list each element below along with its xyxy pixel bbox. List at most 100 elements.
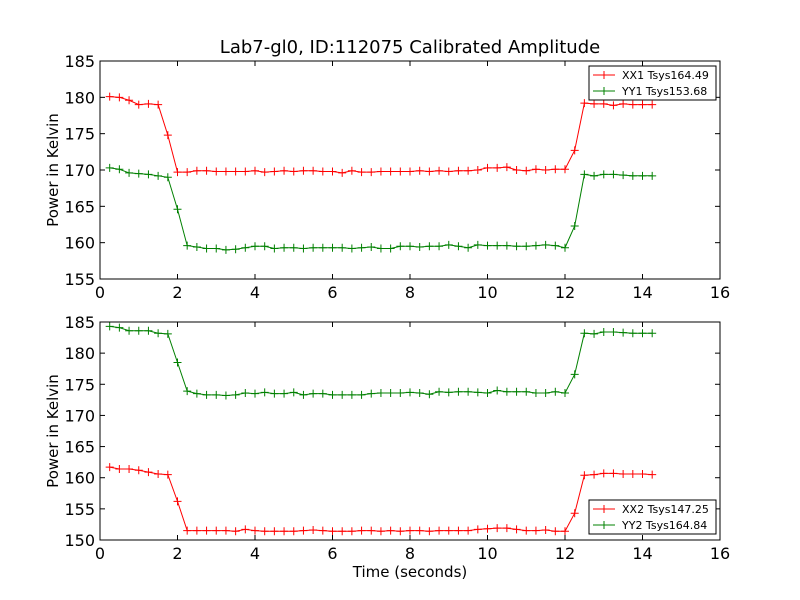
chart-0-series-0-point: [483, 163, 492, 172]
chart-1-x-tick-label: 2: [172, 544, 182, 563]
chart-0-series-0-point: [115, 93, 124, 102]
chart-1-series-0-point: [599, 469, 608, 478]
chart-0-series-1-point: [280, 243, 289, 252]
chart-1-series-1-point: [415, 389, 424, 398]
chart-0-series-0-point: [105, 92, 114, 101]
chart-0-series-1-point: [473, 240, 482, 249]
chart-0-series-1-point: [386, 244, 395, 253]
chart-0-series-1-point: [299, 244, 308, 253]
chart-1-series-0-point: [328, 527, 337, 536]
chart-1-series-0-point: [221, 526, 230, 535]
chart-0-x-tick-label: 6: [327, 283, 337, 302]
chart-1-series-1-point: [454, 387, 463, 396]
chart-0-series-0-point: [357, 168, 366, 177]
chart-1-series-1-point: [367, 389, 376, 398]
chart-0-series-0-point: [251, 166, 259, 175]
chart-1-x-tick-label: 4: [250, 544, 260, 563]
chart-0-series-0-point: [580, 99, 589, 108]
chart-1-y-tick-label: 155: [64, 500, 95, 519]
chart-0-series-0-point: [173, 168, 182, 177]
chart-1-series-1-point: [338, 390, 347, 399]
chart-0-series-0-point: [328, 167, 337, 176]
chart-1-series-1-point: [512, 387, 521, 396]
chart-1-series-1-line: [109, 325, 653, 397]
chart-0-series-1-point: [522, 242, 531, 251]
chart-1-series-1-point: [522, 387, 531, 396]
chart-1-series-0-point: [125, 464, 134, 473]
chart-1-series-0-point: [134, 466, 143, 475]
chart-1-series-1-point: [406, 388, 414, 397]
chart-1-series-1-point: [483, 389, 492, 398]
chart-0-series-0-line: [109, 96, 653, 174]
chart-0-series-0-point: [493, 163, 502, 172]
chart-0-series-0-point: [599, 99, 608, 108]
chart-0-series-1-point: [435, 242, 444, 251]
chart-0-legend-label: YY1 Tsys153.68: [621, 85, 707, 98]
chart-1-series-0-point: [367, 526, 376, 535]
chart-1-y-tick-label: 180: [64, 344, 95, 363]
chart-0-series-0-point: [512, 166, 521, 174]
chart-1-series-0-point: [493, 524, 502, 533]
chart-1-y-tick-label: 150: [64, 531, 95, 550]
chart-1-x-tick-label: 6: [327, 544, 337, 563]
chart-1-series-1-point: [125, 326, 134, 335]
chart-1-series-1-point: [599, 327, 608, 336]
chart-1-y-tick-label: 170: [64, 406, 95, 425]
chart-1-series-1-point: [531, 389, 540, 398]
chart-0-series-1-point: [125, 168, 134, 177]
chart-1-series-1-point: [648, 329, 657, 338]
chart-1-series-0-line: [109, 466, 653, 532]
chart-0-series-1-point: [134, 169, 143, 178]
chart-1-series-1-point: [347, 390, 356, 399]
chart-1-series-0-point: [473, 525, 482, 534]
chart-1-series-1-point: [386, 389, 395, 398]
chart-0-x-tick-label: 8: [405, 283, 415, 302]
chart-0-x-tick-label: 4: [250, 283, 260, 302]
chart-0-series-1-point: [144, 170, 153, 179]
chart-0-series-1-point: [512, 242, 521, 251]
chart-1-series-0-point: [619, 469, 628, 478]
chart-1-series-0-point: [231, 527, 240, 536]
chart-1-series-1-point: [144, 326, 153, 335]
chart-1-series-0-point: [590, 470, 599, 479]
chart-0-series-1-point: [328, 243, 337, 252]
chart-1-series-0-point: [270, 527, 279, 536]
chart-1-series-1-point: [493, 386, 502, 395]
chart-0-series-1-point: [192, 243, 201, 252]
chart-0-series-1-point: [406, 242, 414, 251]
chart-1-series-1-point: [464, 387, 473, 396]
chart-1-legend-label: XX2 Tsys147.25: [622, 503, 709, 516]
chart-0-series-0-point: [648, 100, 657, 109]
chart-0-series-1-point: [541, 240, 550, 249]
chart-1-series-0-point: [396, 527, 405, 536]
chart-0-series-0-point: [386, 167, 395, 176]
chart-0-series-0-point: [619, 99, 628, 108]
chart-1-series-0-point: [483, 524, 492, 533]
chart-0-series-0-point: [435, 166, 444, 175]
chart-1-series-1-point: [173, 358, 182, 367]
chart-1-series-0-point: [299, 526, 308, 535]
chart-1-series-1-point: [221, 391, 230, 400]
chart-1-y-tick-label: 185: [64, 313, 95, 332]
chart-1-series-0-point: [541, 526, 550, 535]
chart-0-series-1-point: [502, 241, 511, 250]
chart-0-series-1-point: [483, 241, 492, 250]
chart-1-series-1-point: [425, 390, 434, 399]
chart-0-series-1-point: [493, 241, 502, 250]
chart-0-series-1-point: [154, 171, 163, 180]
chart-1-series-1-point: [260, 388, 269, 397]
chart-0-series-1-point: [105, 163, 114, 172]
chart-1-series-0-point: [154, 469, 163, 478]
bottom-plot-panel: 0 2 4 6 8 10 12 14 16 150 155 160 165 170 175 180 185 Pow…: [44, 313, 730, 581]
chart-0-x-tick-label: 2: [172, 283, 182, 302]
chart-0-y-tick-label: 160: [64, 234, 95, 253]
chart-0-series-1-point: [367, 243, 376, 252]
chart-1-series-0-point: [309, 526, 318, 535]
chart-1-y-axis-label: Power in Kelvin: [44, 374, 62, 488]
chart-1-series-1-point: [396, 389, 405, 398]
chart-1-series-1-point: [580, 329, 589, 338]
chart-1-series-0-point: [638, 469, 647, 478]
top-plot-panel: 0 2 4 6 8 10 12 14 16 155 160 165 170 175 180 185 Power …: [44, 52, 730, 302]
chart-0-legend-swatch-marker: [600, 87, 608, 95]
chart-1-series-1-point: [280, 389, 289, 398]
